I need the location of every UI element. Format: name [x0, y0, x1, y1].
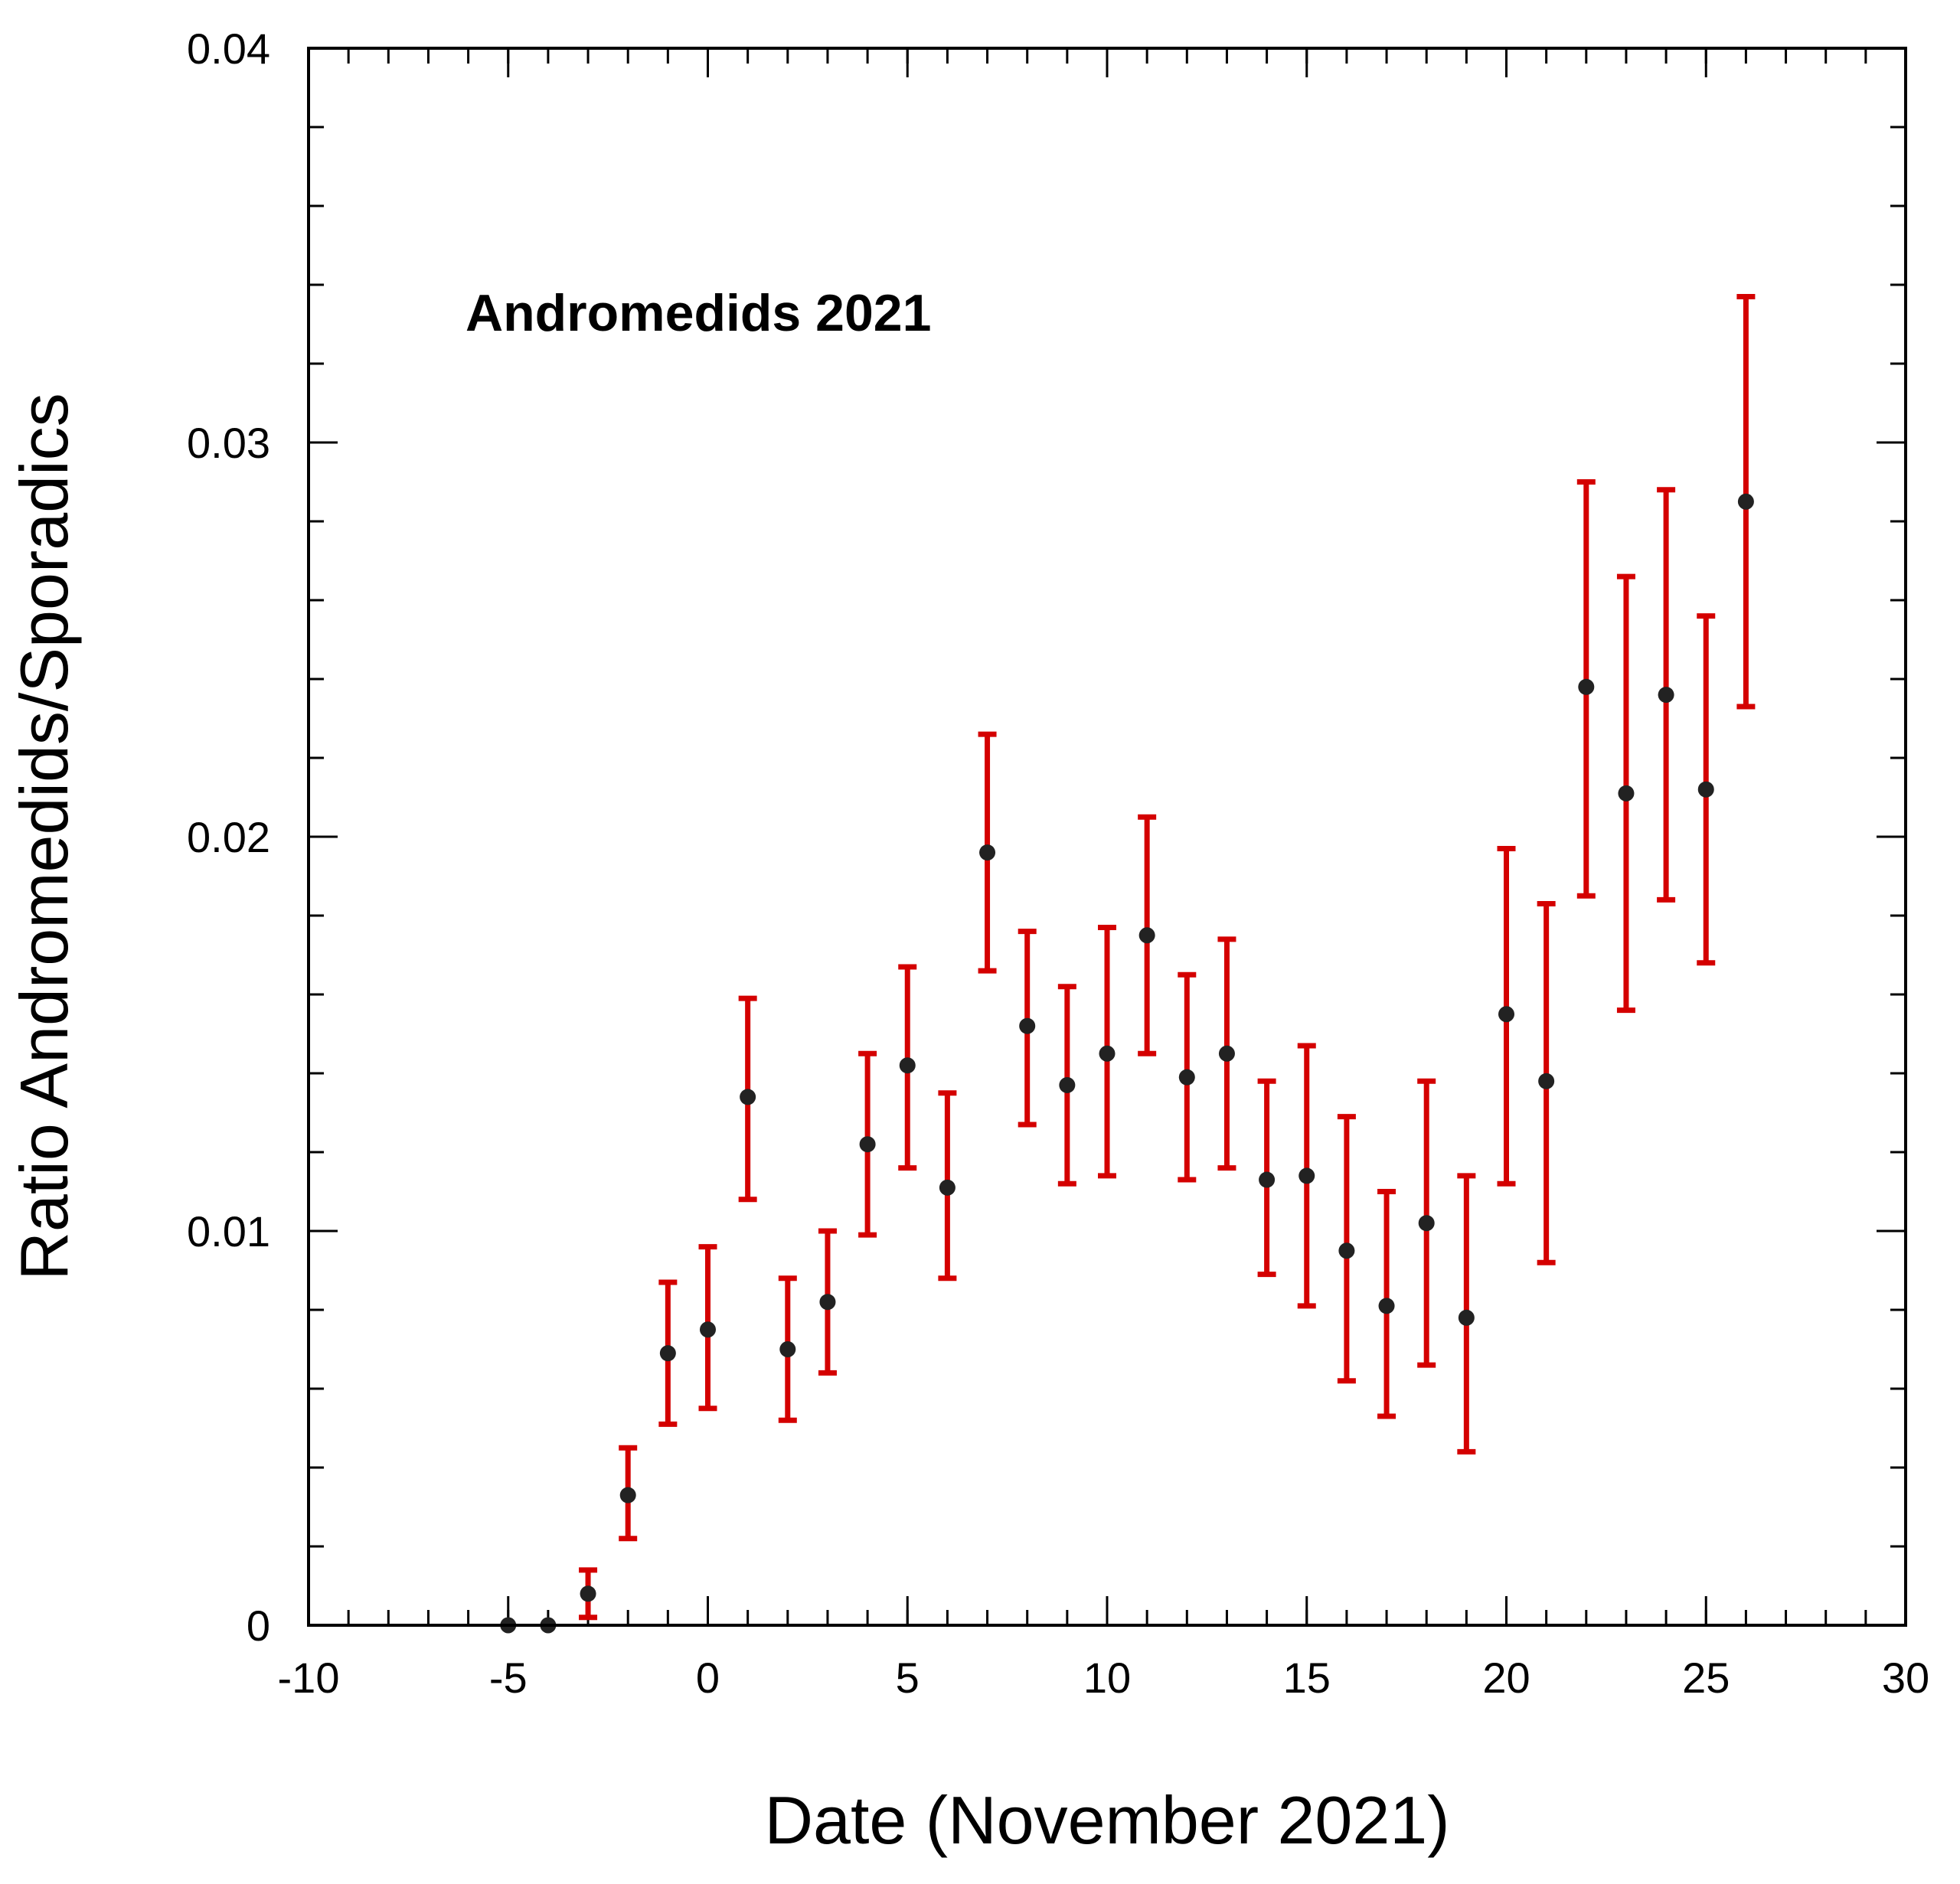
data-point: [819, 1294, 836, 1311]
data-point: [1618, 785, 1635, 802]
plot-frame: [307, 47, 1907, 1627]
y-tick-label: 0: [247, 1602, 270, 1650]
data-point: [1658, 687, 1674, 704]
x-tick-label: 5: [896, 1654, 920, 1702]
chart-annotation: Andromedids 2021: [466, 284, 931, 342]
data-point: [619, 1487, 636, 1504]
data-point: [1218, 1045, 1235, 1062]
data-point: [1378, 1298, 1395, 1314]
data-point: [1418, 1215, 1435, 1232]
y-axis-title: Ratio Andromedids/Sporadics: [6, 393, 82, 1280]
data-point: [1737, 493, 1754, 510]
error-bars: [579, 293, 1756, 1621]
data-point: [1259, 1171, 1276, 1188]
x-tick-label: 25: [1682, 1654, 1730, 1702]
x-tick-label: -10: [278, 1654, 340, 1702]
x-axis-title: Date (November 2021): [764, 1782, 1449, 1858]
data-point: [1458, 1309, 1475, 1326]
data-points: [500, 493, 1754, 1634]
x-tick-label: 30: [1882, 1654, 1929, 1702]
data-point: [1338, 1242, 1355, 1259]
data-point: [740, 1089, 756, 1105]
data-point: [1697, 781, 1714, 798]
y-tick-label: 0.03: [187, 419, 270, 467]
x-tick-label: 20: [1482, 1654, 1530, 1702]
data-point: [1019, 1017, 1036, 1034]
y-tick-label: 0.02: [187, 813, 270, 861]
x-tick-labels: -10 -5 0 5 10 15 20 25 30: [278, 1654, 1930, 1702]
data-point: [1138, 927, 1155, 944]
data-point: [939, 1179, 956, 1196]
y-tick-labels: 0 0.01 0.02 0.03 0.04: [187, 24, 270, 1650]
data-point: [1538, 1073, 1555, 1089]
x-tick-label: -5: [489, 1654, 528, 1702]
data-point: [779, 1341, 796, 1357]
data-point: [580, 1585, 596, 1602]
data-point: [1059, 1076, 1076, 1093]
y-tick-label: 0.04: [187, 24, 270, 73]
y-tick-label: 0.01: [187, 1207, 270, 1255]
data-point: [659, 1345, 676, 1362]
data-point: [859, 1136, 876, 1153]
data-point: [899, 1057, 916, 1074]
data-point: [1578, 678, 1595, 695]
data-point: [979, 844, 996, 861]
x-tick-label: 15: [1283, 1654, 1331, 1702]
data-point: [1298, 1167, 1315, 1184]
data-point: [1178, 1069, 1195, 1086]
data-point: [700, 1321, 716, 1338]
data-point: [1498, 1006, 1514, 1023]
x-tick-label: 0: [696, 1654, 720, 1702]
x-tick-label: 10: [1083, 1654, 1131, 1702]
data-point: [1099, 1045, 1116, 1062]
